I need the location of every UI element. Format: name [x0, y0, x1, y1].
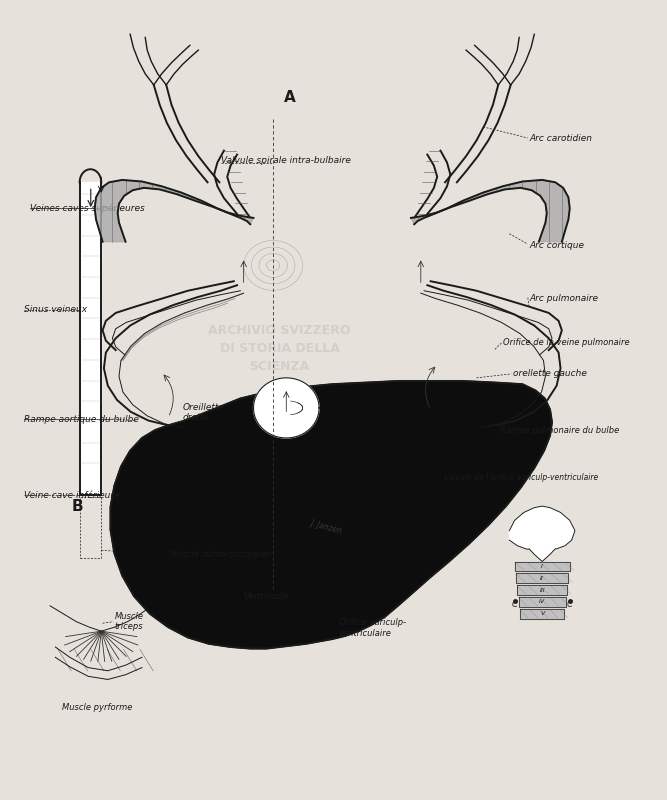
Text: C: C [512, 600, 518, 609]
Text: J. Janzen: J. Janzen [309, 518, 342, 535]
Text: III: III [540, 587, 545, 593]
Polygon shape [520, 609, 564, 618]
Text: Orifice auriculp-
ventriculaire: Orifice auriculp- ventriculaire [339, 618, 406, 638]
Text: Muscle ischio-coccygien: Muscle ischio-coccygien [169, 550, 270, 559]
Text: Valvule spirale intra-bulbaire: Valvule spirale intra-bulbaire [221, 157, 351, 166]
Text: Veines caves supérieures: Veines caves supérieures [31, 204, 145, 213]
Text: I: I [541, 564, 543, 569]
Polygon shape [515, 562, 570, 571]
Text: Valvule de l'orifice auriculp-ventriculaire: Valvule de l'orifice auriculp-ventricula… [444, 473, 598, 482]
Polygon shape [517, 586, 567, 594]
Text: C: C [567, 600, 573, 609]
Polygon shape [95, 180, 253, 242]
Polygon shape [79, 182, 101, 495]
Text: Rampe aortique du bulbe: Rampe aortique du bulbe [24, 414, 139, 423]
Text: ARCHIVIO SVIZZERO
DI STORIA DELLA
SCIENZA: ARCHIVIO SVIZZERO DI STORIA DELLA SCIENZ… [209, 324, 351, 373]
Text: C: C [537, 511, 548, 526]
Text: Sinus veineux: Sinus veineux [24, 306, 87, 314]
Text: IV: IV [539, 599, 545, 604]
Text: V: V [540, 611, 544, 616]
Polygon shape [253, 378, 319, 438]
Text: Veine cave inférieure: Veine cave inférieure [24, 490, 119, 499]
Text: Oreillette
droite: Oreillette droite [183, 403, 225, 422]
Polygon shape [510, 506, 575, 550]
Text: Arc carotidien: Arc carotidien [529, 134, 592, 143]
Text: Arc cortique: Arc cortique [529, 241, 584, 250]
Text: Ventricule: Ventricule [243, 592, 289, 601]
Text: Muscle
triceps: Muscle triceps [115, 612, 143, 631]
Text: Rampe pulmonaire du bulbe: Rampe pulmonaire du bulbe [500, 426, 619, 434]
Polygon shape [516, 574, 568, 583]
Text: Arc pulmonaire: Arc pulmonaire [529, 294, 598, 303]
Text: A: A [283, 90, 295, 105]
Text: II: II [540, 576, 544, 581]
Polygon shape [111, 381, 552, 649]
Text: Muscle pyrforme: Muscle pyrforme [62, 702, 132, 712]
Polygon shape [529, 549, 556, 562]
Polygon shape [411, 180, 570, 242]
Polygon shape [518, 597, 566, 606]
Text: Orifice de la veine pulmonaire: Orifice de la veine pulmonaire [503, 338, 630, 346]
Text: B: B [72, 499, 83, 514]
Text: orellette gauche: orellette gauche [513, 369, 586, 378]
